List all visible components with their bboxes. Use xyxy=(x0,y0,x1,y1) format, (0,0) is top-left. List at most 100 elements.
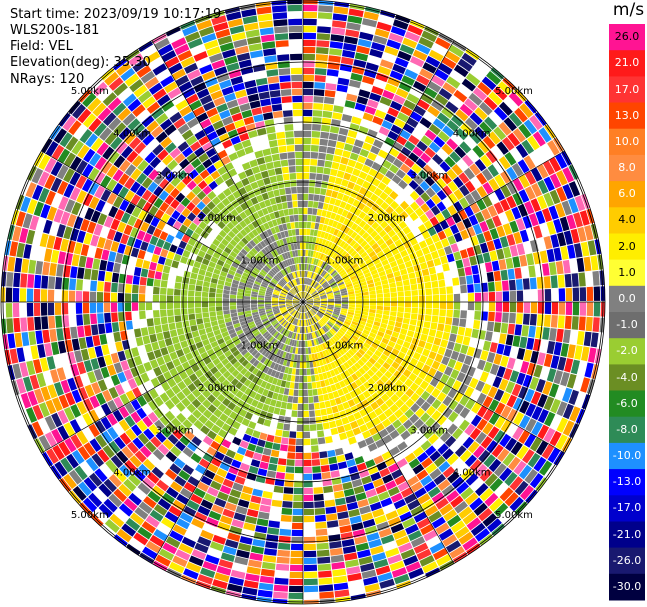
velocity-gate xyxy=(196,201,206,211)
velocity-gate xyxy=(303,123,312,131)
velocity-gate xyxy=(349,174,358,183)
velocity-gate xyxy=(268,315,275,320)
velocity-gate xyxy=(457,353,466,363)
velocity-gate xyxy=(194,291,202,297)
velocity-gate xyxy=(385,251,393,259)
velocity-gate xyxy=(241,237,249,245)
velocity-gate xyxy=(249,260,257,267)
velocity-gate xyxy=(360,562,375,572)
velocity-gate xyxy=(288,281,294,288)
velocity-gate xyxy=(121,254,130,265)
velocity-gate xyxy=(363,214,371,223)
velocity-gate xyxy=(313,96,324,103)
velocity-gate xyxy=(164,511,179,523)
velocity-gate xyxy=(328,339,334,346)
velocity-gate xyxy=(37,247,46,261)
velocity-gate xyxy=(314,244,319,251)
velocity-gate xyxy=(187,441,198,452)
velocity-gate xyxy=(322,224,328,232)
velocity-gate xyxy=(395,389,405,398)
velocity-gate xyxy=(253,316,261,321)
velocity-gate xyxy=(446,423,458,435)
velocity-gate xyxy=(418,36,434,49)
velocity-gate xyxy=(200,567,216,578)
velocity-gate xyxy=(370,545,384,555)
velocity-gate xyxy=(253,267,260,274)
velocity-gate xyxy=(269,456,279,465)
velocity-gate xyxy=(468,214,479,226)
velocity-gate xyxy=(418,295,426,302)
velocity-gate xyxy=(532,251,542,265)
velocity-gate xyxy=(389,220,398,229)
velocity-gate xyxy=(415,43,431,55)
velocity-gate xyxy=(346,501,359,511)
velocity-gate xyxy=(523,349,533,362)
velocity-gate xyxy=(170,199,180,210)
velocity-gate xyxy=(157,256,166,265)
velocity-gate xyxy=(183,326,191,334)
velocity-gate xyxy=(360,119,372,129)
velocity-gate xyxy=(160,166,171,178)
velocity-gate xyxy=(562,329,571,344)
velocity-gate xyxy=(319,591,335,599)
velocity-gate xyxy=(106,228,116,241)
velocity-gate xyxy=(358,384,367,393)
velocity-gate xyxy=(216,468,228,478)
velocity-gate xyxy=(400,393,410,403)
velocity-gate xyxy=(278,303,286,305)
velocity-gate xyxy=(400,548,416,560)
velocity-gate xyxy=(173,117,186,129)
velocity-gate xyxy=(247,263,255,270)
velocity-gate xyxy=(480,154,492,168)
velocity-gate xyxy=(193,51,208,62)
velocity-gate xyxy=(187,302,195,308)
velocity-gate xyxy=(317,366,322,374)
velocity-gate xyxy=(494,174,506,188)
velocity-gate xyxy=(308,318,312,325)
velocity-gate xyxy=(421,268,430,276)
velocity-gate xyxy=(420,93,434,105)
velocity-gate xyxy=(159,178,170,190)
velocity-gate xyxy=(303,172,310,180)
velocity-gate xyxy=(370,471,382,482)
velocity-gate xyxy=(191,196,201,206)
velocity-gate xyxy=(557,232,567,247)
velocity-gate xyxy=(315,54,328,62)
velocity-gate xyxy=(167,281,175,289)
velocity-gate xyxy=(251,328,259,335)
velocity-gate xyxy=(342,194,350,203)
velocity-gate xyxy=(483,230,493,242)
velocity-gate xyxy=(348,436,357,445)
velocity-gate xyxy=(202,399,212,409)
velocity-gate xyxy=(343,488,355,497)
velocity-gate xyxy=(156,263,164,273)
velocity-gate xyxy=(300,319,303,327)
velocity-gate xyxy=(171,37,187,49)
velocity-gate xyxy=(450,114,464,127)
velocity-gate xyxy=(292,302,300,305)
velocity-gate xyxy=(289,290,295,296)
velocity-gate xyxy=(376,388,385,397)
velocity-gate xyxy=(284,345,289,352)
velocity-gate xyxy=(362,305,370,309)
velocity-gate xyxy=(398,220,408,230)
velocity-gate xyxy=(181,129,194,141)
velocity-gate xyxy=(450,350,460,361)
velocity-gate xyxy=(229,265,237,272)
velocity-gate xyxy=(351,66,365,75)
velocity-gate xyxy=(299,333,302,341)
velocity-gate xyxy=(143,392,153,403)
velocity-gate xyxy=(239,536,253,545)
velocity-gate xyxy=(271,499,283,508)
velocity-gate xyxy=(505,437,517,452)
velocity-gate xyxy=(205,271,213,278)
velocity-gate xyxy=(194,369,204,378)
velocity-gate xyxy=(404,378,414,388)
velocity-gate xyxy=(343,361,351,370)
velocity-gate xyxy=(474,463,488,477)
velocity-gate xyxy=(488,191,499,205)
velocity-gate xyxy=(279,318,286,325)
velocity-gate xyxy=(476,233,486,244)
velocity-gate xyxy=(131,424,143,437)
velocity-gate xyxy=(79,129,93,144)
